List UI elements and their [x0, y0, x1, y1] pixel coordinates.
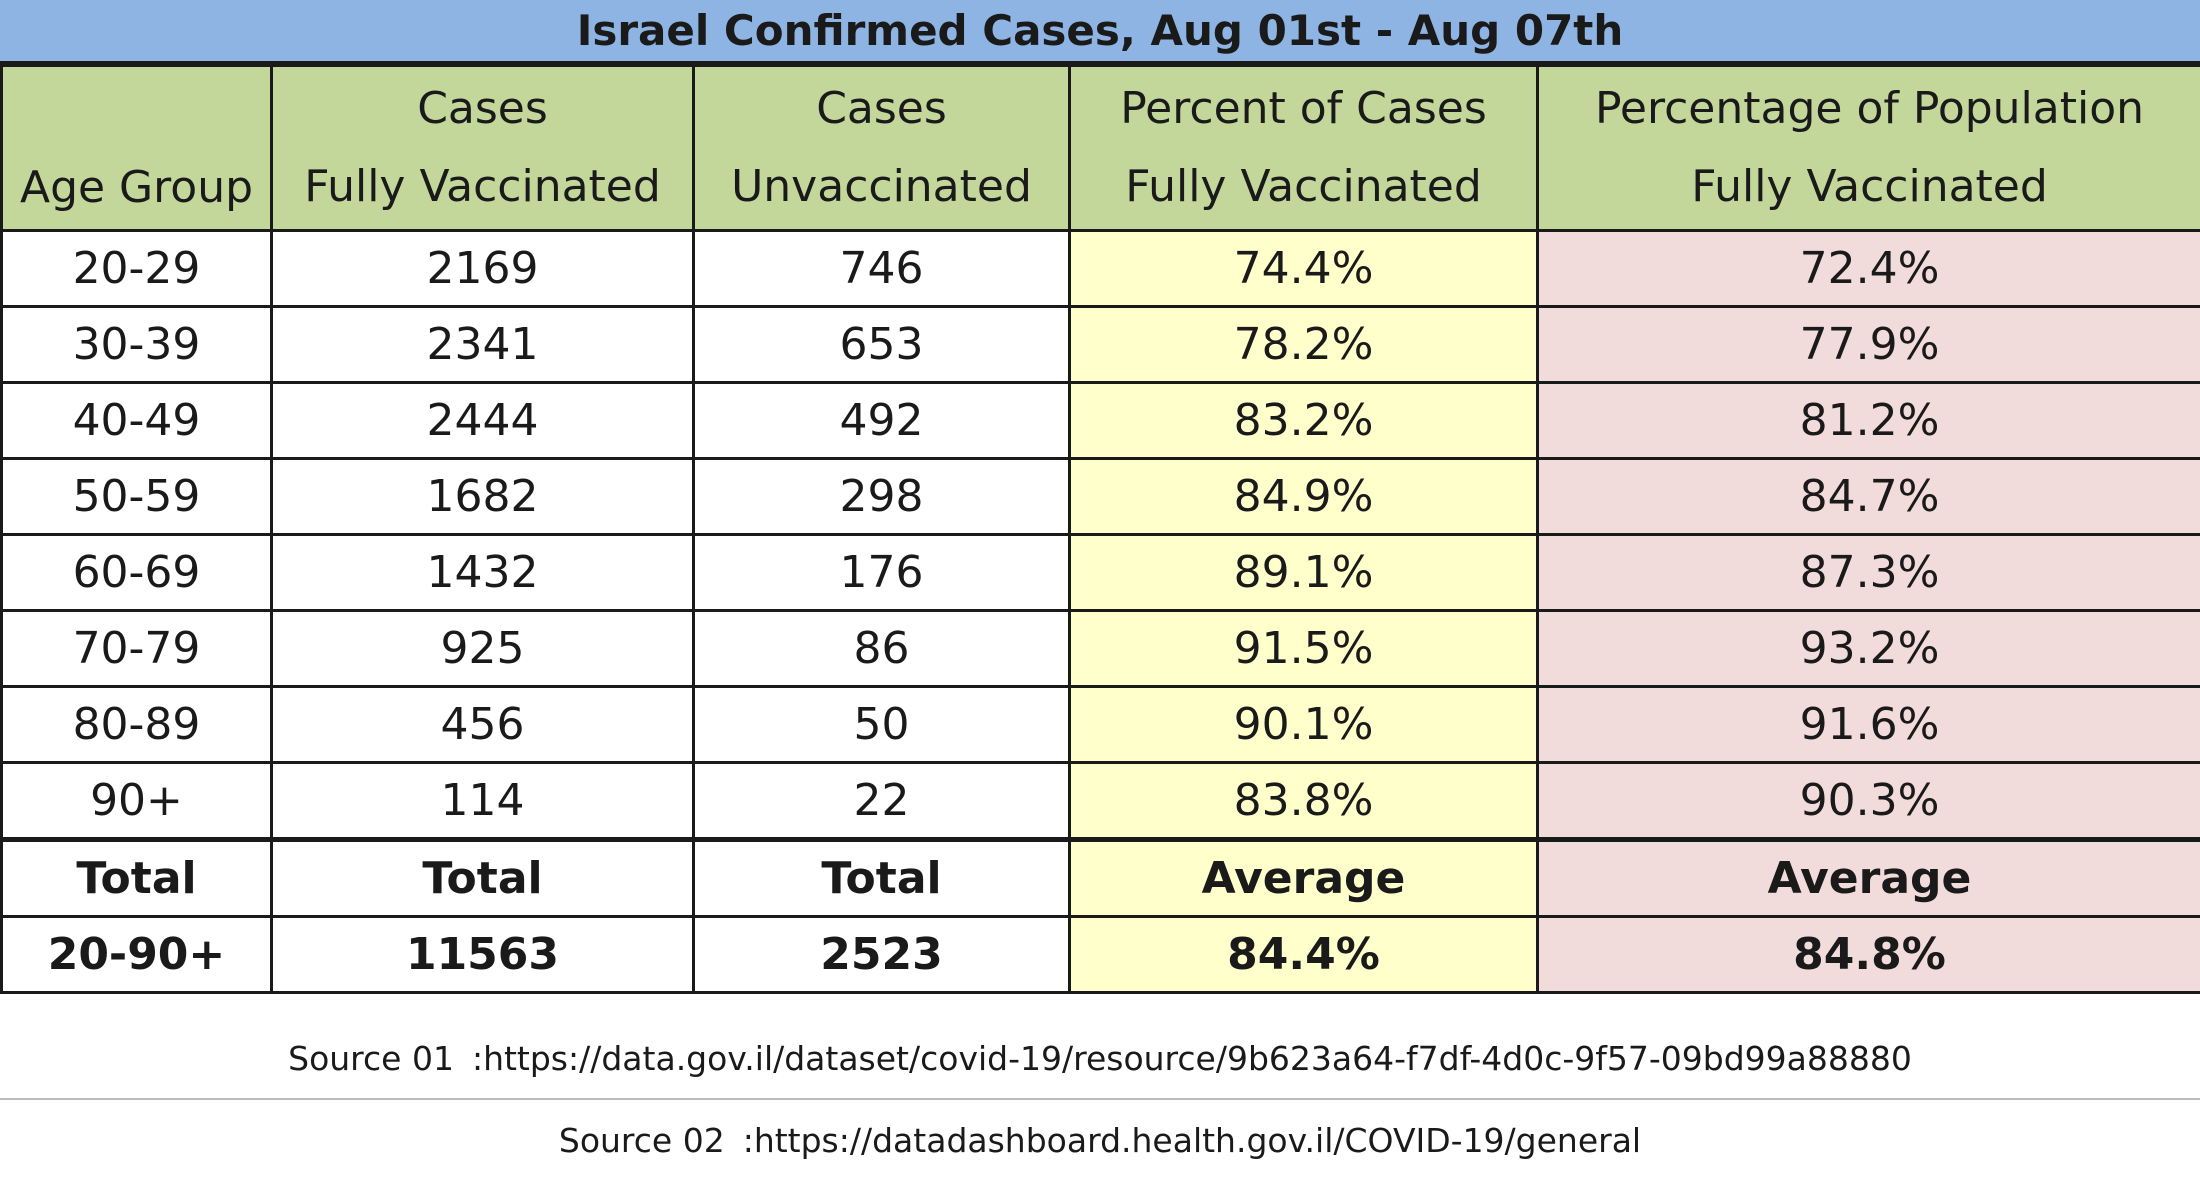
cell-age-group: 90+: [2, 763, 272, 840]
cell-age-group: 40-49: [2, 383, 272, 459]
summary-value-cell: 20-90+: [2, 917, 272, 993]
cell-percent-of-cases: 83.2%: [1070, 383, 1538, 459]
table-title: Israel Confirmed Cases, Aug 01st - Aug 0…: [0, 0, 2200, 64]
cell-age-group: 80-89: [2, 687, 272, 763]
summary-label-cell: Average: [1070, 840, 1538, 917]
cell-cases-unvaccinated: 653: [694, 307, 1070, 383]
cell-cases-unvaccinated: 492: [694, 383, 1070, 459]
cell-percent-of-population: 77.9%: [1538, 307, 2200, 383]
cell-percent-of-cases: 84.9%: [1070, 459, 1538, 535]
cell-percent-of-cases: 90.1%: [1070, 687, 1538, 763]
source-line-2: Source 02 :https://datadashboard.health.…: [0, 1100, 2200, 1180]
source-label: Source 01: [288, 1039, 454, 1078]
header-line-1: Percent of Cases: [1120, 83, 1487, 134]
cell-percent-of-population: 90.3%: [1538, 763, 2200, 840]
cell-cases-unvaccinated: 176: [694, 535, 1070, 611]
summary-label-cell: Total: [272, 840, 694, 917]
cell-cases-fully-vaccinated: 2169: [272, 231, 694, 307]
cell-percent-of-population: 87.3%: [1538, 535, 2200, 611]
header-line-2: Fully Vaccinated: [304, 161, 661, 212]
cell-percent-of-cases: 74.4%: [1070, 231, 1538, 307]
cell-cases-unvaccinated: 22: [694, 763, 1070, 840]
summary-value-row: 20-90+ 11563 2523 84.4% 84.8%: [2, 917, 2200, 993]
cell-percent-of-population: 81.2%: [1538, 383, 2200, 459]
header-cases-fully-vaccinated: Cases Fully Vaccinated: [272, 66, 694, 231]
cell-cases-fully-vaccinated: 2444: [272, 383, 694, 459]
cell-percent-of-population: 93.2%: [1538, 611, 2200, 687]
cell-cases-fully-vaccinated: 114: [272, 763, 694, 840]
cell-age-group: 70-79: [2, 611, 272, 687]
header-row: Age Group Cases Fully Vaccinated Cases U…: [2, 66, 2200, 231]
header-age-group-label: Age Group: [20, 162, 253, 213]
cell-percent-of-population: 72.4%: [1538, 231, 2200, 307]
header-percent-of-population: Percentage of Population Fully Vaccinate…: [1538, 66, 2200, 231]
cell-age-group: 30-39: [2, 307, 272, 383]
cell-age-group: 60-69: [2, 535, 272, 611]
summary-label-cell: Average: [1538, 840, 2200, 917]
summary-value-cell: 11563: [272, 917, 694, 993]
cell-cases-fully-vaccinated: 1682: [272, 459, 694, 535]
header-age-group: Age Group: [2, 66, 272, 231]
header-line-1: Cases: [816, 83, 947, 134]
cell-percent-of-population: 84.7%: [1538, 459, 2200, 535]
header-cases-unvaccinated: Cases Unvaccinated: [694, 66, 1070, 231]
header-line-2: Fully Vaccinated: [1691, 161, 2048, 212]
header-line-2: Unvaccinated: [731, 161, 1032, 212]
cases-table: Age Group Cases Fully Vaccinated Cases U…: [0, 64, 2200, 994]
cell-cases-unvaccinated: 86: [694, 611, 1070, 687]
source-url: :https://data.gov.il/dataset/covid-19/re…: [472, 1039, 1912, 1078]
cell-percent-of-cases: 78.2%: [1070, 307, 1538, 383]
header-line-2: Fully Vaccinated: [1125, 161, 1482, 212]
summary-label-cell: Total: [2, 840, 272, 917]
summary-label-cell: Total: [694, 840, 1070, 917]
summary-value-cell: 2523: [694, 917, 1070, 993]
cell-percent-of-cases: 91.5%: [1070, 611, 1538, 687]
cell-cases-fully-vaccinated: 456: [272, 687, 694, 763]
cell-percent-of-cases: 83.8%: [1070, 763, 1538, 840]
cell-cases-fully-vaccinated: 925: [272, 611, 694, 687]
cell-age-group: 50-59: [2, 459, 272, 535]
header-line-1: Percentage of Population: [1595, 83, 2144, 134]
cell-cases-unvaccinated: 746: [694, 231, 1070, 307]
cell-percent-of-population: 91.6%: [1538, 687, 2200, 763]
cell-cases-unvaccinated: 50: [694, 687, 1070, 763]
summary-label-row: Total Total Total Average Average: [2, 840, 2200, 917]
summary-value-cell: 84.4%: [1070, 917, 1538, 993]
sources-footer: Source 01 :https://data.gov.il/dataset/c…: [0, 1018, 2200, 1179]
source-label: Source 02: [559, 1121, 725, 1160]
source-line-1: Source 01 :https://data.gov.il/dataset/c…: [0, 1018, 2200, 1100]
cell-cases-fully-vaccinated: 2341: [272, 307, 694, 383]
cell-cases-unvaccinated: 298: [694, 459, 1070, 535]
summary-value-cell: 84.8%: [1538, 917, 2200, 993]
source-url: :https://datadashboard.health.gov.il/COV…: [743, 1121, 1641, 1160]
cell-cases-fully-vaccinated: 1432: [272, 535, 694, 611]
header-line-1: Cases: [417, 83, 548, 134]
header-percent-of-cases: Percent of Cases Fully Vaccinated: [1070, 66, 1538, 231]
cell-age-group: 20-29: [2, 231, 272, 307]
cell-percent-of-cases: 89.1%: [1070, 535, 1538, 611]
